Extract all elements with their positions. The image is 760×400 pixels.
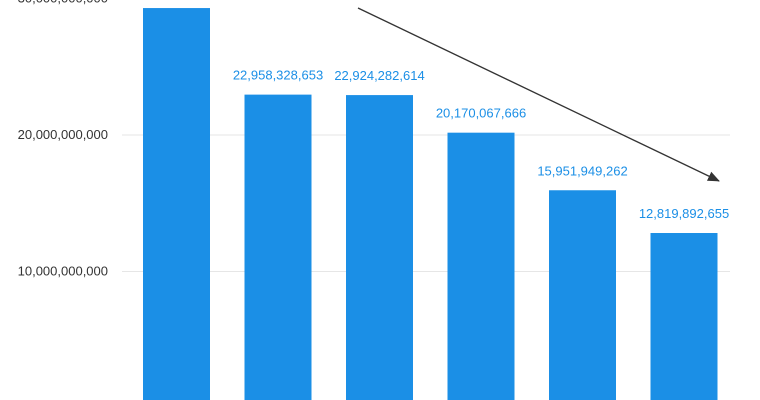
bar (244, 94, 312, 400)
trend-arrow (357, 7, 720, 182)
bar-value-label: 20,170,067,666 (436, 106, 526, 121)
y-axis-tick-labels: 10,000,000,000 20,000,000,000 30,000,000,0… (18, 0, 108, 279)
bar-value-label: 12,819,892,655 (639, 206, 729, 221)
bar (447, 132, 515, 400)
bar-value-label: 15,951,949,262 (537, 163, 627, 178)
bar (650, 233, 718, 400)
gridlines (122, 134, 730, 272)
data-labels: 22,958,328,653 22,924,282,614 20,170,067,6… (233, 68, 729, 221)
bar-value-label: 22,924,282,614 (334, 68, 424, 83)
bar (549, 190, 616, 400)
y-tick-label: 20,000,000,000 (18, 127, 108, 142)
bar-value-label: 22,958,328,653 (233, 68, 323, 83)
y-tick-label: 30,000,000,000 (18, 0, 108, 6)
bar (346, 95, 413, 400)
bars (143, 8, 718, 400)
y-tick-label: 10,000,000,000 (18, 264, 108, 279)
bar (143, 8, 210, 400)
